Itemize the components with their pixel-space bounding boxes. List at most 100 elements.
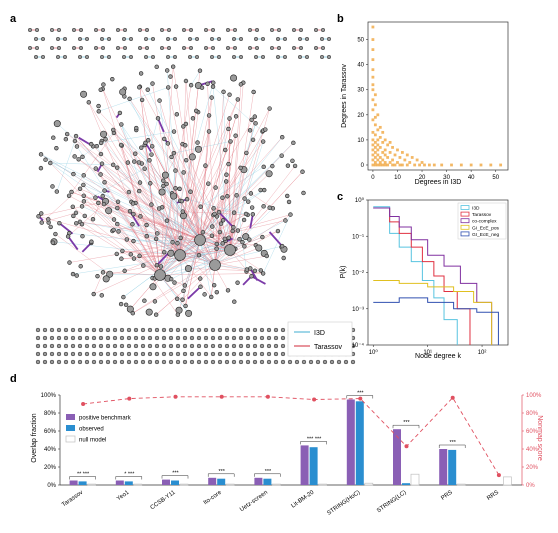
network-node [213,185,218,190]
network-edge [109,249,231,275]
network-node [224,244,236,256]
network-node [138,71,144,76]
network-node [258,268,263,273]
bar-positive-benchmark [115,480,124,485]
scatter-point [381,130,385,134]
satellite-node [282,54,288,60]
satellite-node [304,54,310,60]
bar-positive-benchmark [439,449,448,485]
isolated-node [189,335,195,341]
significance-stars: *** [357,391,364,397]
satellite-node [159,45,165,51]
network-node [69,189,74,195]
network-edge [214,255,267,266]
isolated-node [133,343,139,349]
isolated-node [217,335,223,341]
network-node [233,114,239,119]
isolated-node [112,327,118,333]
network-edge [69,233,231,251]
network-edge [73,215,161,276]
network-edge [159,216,218,276]
isolated-node [224,351,230,357]
network-edge [159,248,217,276]
isolated-node [133,351,139,357]
isolated-node [154,335,160,341]
network-edge [147,140,201,241]
network-node [198,276,203,281]
scatter-point [371,25,375,29]
isolated-node [273,335,279,341]
network-node [280,135,285,140]
isolated-node [182,351,188,357]
degree-legend-label: Tarassov [472,212,492,218]
network-node [48,160,53,166]
network-node [96,109,101,114]
scatter-point [408,161,412,164]
scatter-point [376,113,380,117]
isolated-node [175,359,181,365]
nonmap-point [265,394,270,399]
network-edge [101,140,181,256]
scatter-point [391,158,394,162]
isolated-node [168,359,174,365]
isolated-node [329,359,335,365]
isolated-node [210,335,216,341]
isolated-node [245,359,251,365]
bar-observed [448,449,457,485]
scatter-point [391,146,394,149]
scatter-point [391,163,394,167]
isolated-node [252,335,258,341]
satellite-node [49,45,55,51]
satellite-node [313,27,319,33]
network-node [57,220,62,226]
satellite-node [232,27,238,33]
satellite-node [188,27,194,33]
satellite-node [181,27,187,33]
network-edge [179,236,246,256]
network-node [125,160,131,165]
network-node [116,229,121,234]
satellite-node [121,54,127,60]
isolated-node [224,335,230,341]
network-node [181,124,186,129]
scatter-point [371,58,375,62]
network-edge [134,161,201,241]
network-node [265,170,273,178]
scatter-point [381,163,385,167]
satellite-node [71,27,77,33]
isolated-node [98,359,104,365]
scatter-point [420,161,424,164]
isolated-node [168,335,174,341]
network-edge [199,116,237,241]
isolated-node [189,343,195,349]
significance-stars: *** [172,471,179,477]
network-node [150,144,155,149]
degree-xlabel: Node degree k [415,353,461,360]
network-node [237,237,242,242]
network-edge [246,123,256,153]
isolated-node [196,343,202,349]
network-edge [225,181,233,231]
network-node [99,293,104,298]
network-node [209,95,214,100]
network-node [88,141,94,147]
isolated-node [189,359,195,365]
isolated-node [126,327,132,333]
isolated-node [210,351,216,357]
network-node [252,268,258,274]
satellite-node [172,36,178,42]
isolated-node [196,351,202,357]
network-node [130,222,135,227]
network-edge [121,124,141,183]
network-node [170,192,178,200]
network-node [285,163,291,168]
network-edge [100,174,161,276]
bar-ytick-label-right: 40% [526,447,539,453]
network-node [111,127,116,133]
scatter-point [373,123,377,127]
isolated-node [70,359,76,365]
network-node [279,153,284,158]
isolated-node [266,359,272,365]
bar-legend-label: positive benchmark [79,416,132,422]
network-node [169,276,174,282]
